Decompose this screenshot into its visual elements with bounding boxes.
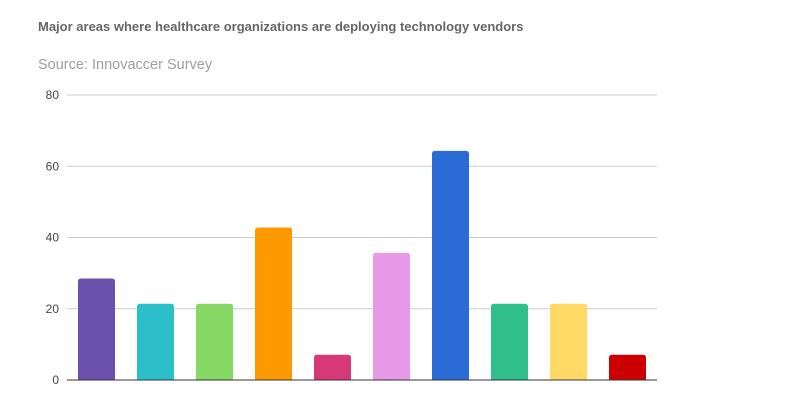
y-tick-label: 80 [46,88,60,102]
gridlines [67,94,657,310]
y-tick-label: 60 [46,159,60,173]
y-tick-label: 40 [46,231,60,245]
bar-2 [137,303,174,380]
bar-6 [373,252,410,380]
bar-1 [78,278,115,380]
bar-10 [609,354,646,380]
y-tick-label: 20 [46,302,60,316]
bar-8 [491,303,528,380]
bar-3 [196,303,233,380]
chart-title: Major areas where healthcare organizatio… [38,19,524,34]
y-tick-label: 0 [52,373,59,387]
bar-9 [550,303,587,380]
bar-5 [314,354,351,380]
chart-subtitle: Source: Innovaccer Survey [38,57,213,73]
bar-4 [255,227,292,380]
y-axis-ticks: 0 20 40 60 80 [46,88,60,387]
bar-7 [432,150,469,380]
bars [78,150,646,380]
